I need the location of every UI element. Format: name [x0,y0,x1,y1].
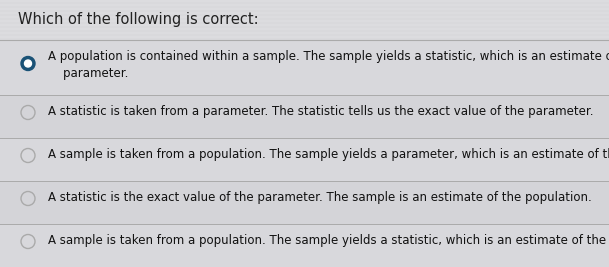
Text: A sample is taken from a population. The sample yields a parameter, which is an : A sample is taken from a population. The… [48,148,609,161]
Text: A sample is taken from a population. The sample yields a statistic, which is an : A sample is taken from a population. The… [48,234,609,247]
FancyBboxPatch shape [0,224,609,267]
Text: A population is contained within a sample. The sample yields a statistic, which : A population is contained within a sampl… [48,50,609,80]
FancyBboxPatch shape [0,0,609,38]
Text: Which of the following is correct:: Which of the following is correct: [18,12,259,27]
FancyBboxPatch shape [0,138,609,181]
Circle shape [24,60,32,67]
FancyBboxPatch shape [0,40,609,95]
Text: A statistic is the exact value of the parameter. The sample is an estimate of th: A statistic is the exact value of the pa… [48,191,592,204]
Text: A statistic is taken from a parameter. The statistic tells us the exact value of: A statistic is taken from a parameter. T… [48,105,594,118]
Circle shape [21,57,35,70]
FancyBboxPatch shape [0,181,609,224]
FancyBboxPatch shape [0,95,609,138]
